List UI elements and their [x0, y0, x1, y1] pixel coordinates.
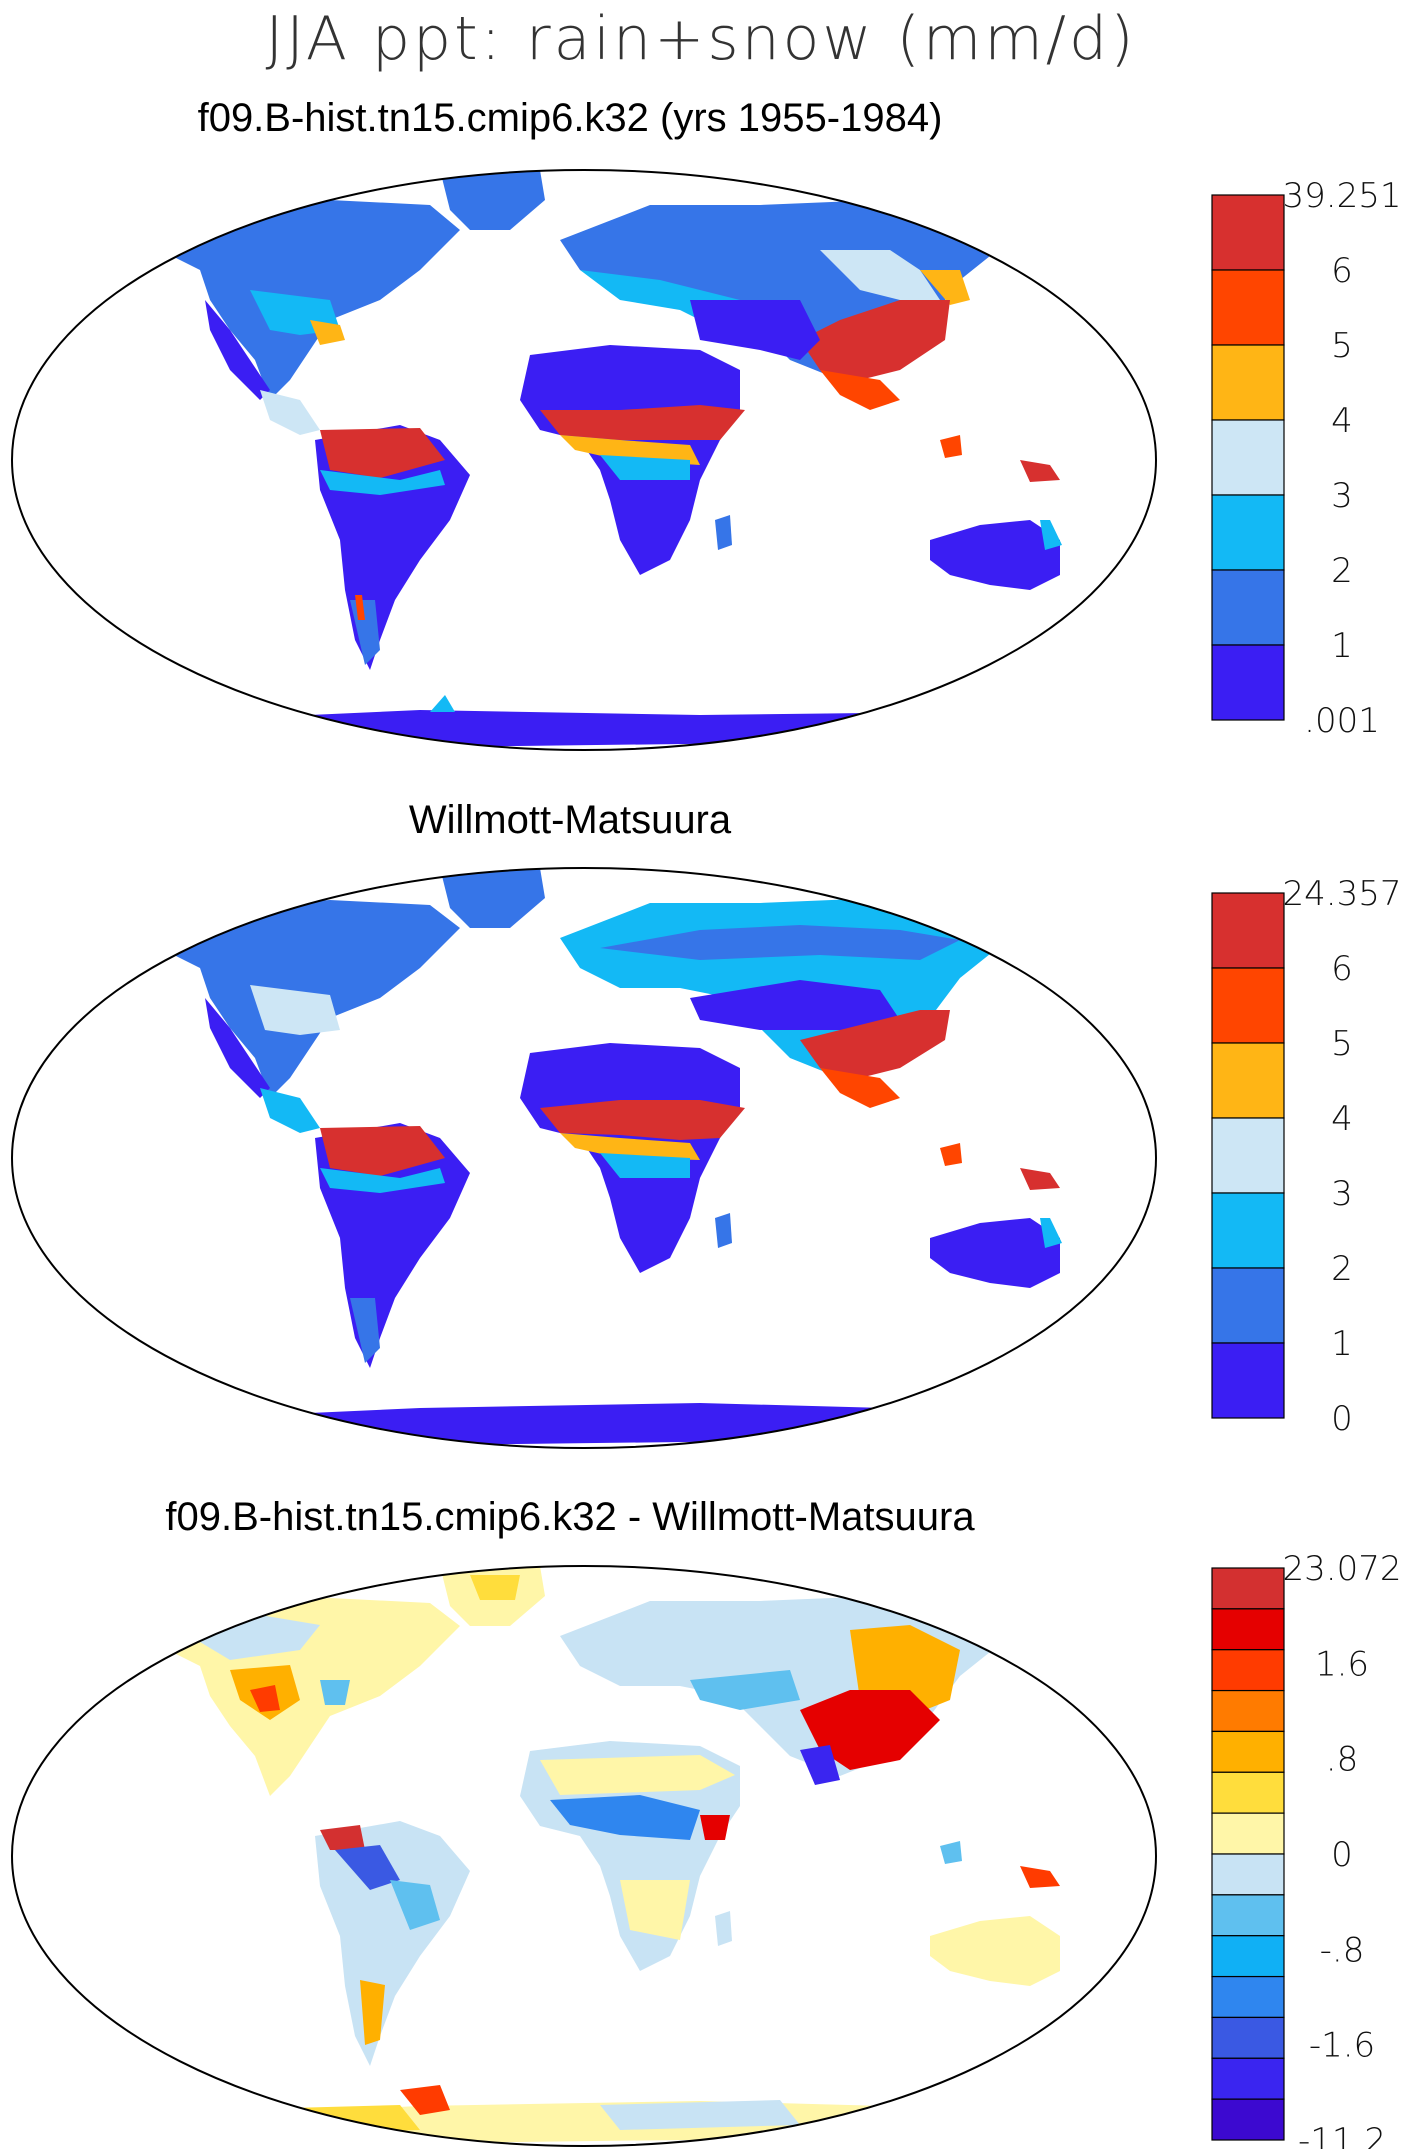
colorbar-1: 39.251 6 5 4 3 2 1 .001 [1211, 176, 1402, 741]
colorbar-1-box [1211, 494, 1285, 571]
colorbar-3-label: .8 [1326, 1740, 1358, 1780]
colorbar-1-box [1211, 569, 1285, 646]
colorbar-2-box [1211, 1267, 1285, 1344]
map-panel-3 [12, 1566, 1156, 2146]
panel-1-title: f09.B-hist.tn15.cmip6.k32 (yrs 1955-1984… [197, 96, 943, 140]
colorbar-1-label: 3 [1331, 476, 1353, 516]
panel-3-title: f09.B-hist.tn15.cmip6.k32 - Willmott-Mat… [165, 1495, 975, 1539]
colorbar-3-box [1211, 1649, 1285, 1692]
colorbar-2-box [1211, 967, 1285, 1044]
colorbar-2-label: 0 [1331, 1399, 1353, 1439]
colorbar-3-label: -.8 [1320, 1930, 1365, 1970]
colorbar-3-box [1211, 2057, 1285, 2100]
colorbar-3-box [1211, 1894, 1285, 1937]
panel-2-title: Willmott-Matsuura [408, 798, 732, 842]
colorbar-2-label: 5 [1331, 1024, 1353, 1064]
map-panel-1 [12, 170, 1156, 750]
colorbar-3-box [1211, 1853, 1285, 1896]
colorbar-1-box [1211, 419, 1285, 496]
colorbar-3-box [1211, 1935, 1285, 1978]
colorbar-3-label: -11.2 [1298, 2121, 1386, 2149]
colorbar-2-label: 3 [1331, 1174, 1353, 1214]
colorbar-3-box [1211, 1771, 1285, 1814]
colorbar-2-box [1211, 1342, 1285, 1419]
colorbar-2: 24.357 6 5 4 3 2 1 0 [1211, 874, 1402, 1439]
colorbar-1-label: 4 [1331, 401, 1353, 441]
colorbar-2-box [1211, 1192, 1285, 1269]
colorbar-1-box [1211, 344, 1285, 421]
colorbar-2-box [1211, 1117, 1285, 1194]
colorbar-3-box [1211, 1730, 1285, 1773]
colorbar-2-label: 1 [1331, 1324, 1353, 1364]
colorbar-3-label: 1.6 [1315, 1644, 1369, 1684]
colorbar-1-label: 6 [1331, 251, 1353, 291]
colorbar-3-box [1211, 1975, 1285, 2019]
colorbar-2-label: 2 [1331, 1249, 1353, 1289]
colorbar-3-label: 0 [1331, 1835, 1353, 1875]
colorbar-3-box [1211, 2098, 1285, 2141]
colorbar-3-label: 23.072 [1283, 1549, 1402, 1589]
colorbar-1-label: .001 [1304, 701, 1380, 741]
colorbar-3-box [1211, 1567, 1285, 1610]
colorbar-1-box [1211, 644, 1285, 721]
colorbar-3-box [1211, 2016, 1285, 2059]
colorbar-1-label: 1 [1331, 626, 1353, 666]
colorbar-1-box [1211, 194, 1285, 271]
colorbar-1-label: 39.251 [1283, 176, 1402, 216]
colorbar-3-box [1211, 1812, 1285, 1855]
colorbar-1-label: 5 [1331, 326, 1353, 366]
colorbar-3-label: -1.6 [1309, 2026, 1375, 2066]
colorbar-1-box [1211, 269, 1285, 346]
colorbar-2-label: 24.357 [1283, 874, 1402, 914]
colorbar-3-box [1211, 1608, 1285, 1651]
colorbar-2-label: 6 [1331, 949, 1353, 989]
colorbar-1-label: 2 [1331, 551, 1353, 591]
map-panel-2 [12, 868, 1156, 1448]
colorbar-2-box [1211, 1042, 1285, 1119]
colorbar-3: 23.072 1.6 .8 0 -.8 -1.6 -11.2 [1211, 1549, 1402, 2149]
colorbar-2-box [1211, 892, 1285, 969]
figure-title: JJA ppt: rain+snow (mm/d) [265, 4, 1137, 74]
colorbar-3-box [1211, 1689, 1285, 1733]
colorbar-2-label: 4 [1331, 1099, 1353, 1139]
